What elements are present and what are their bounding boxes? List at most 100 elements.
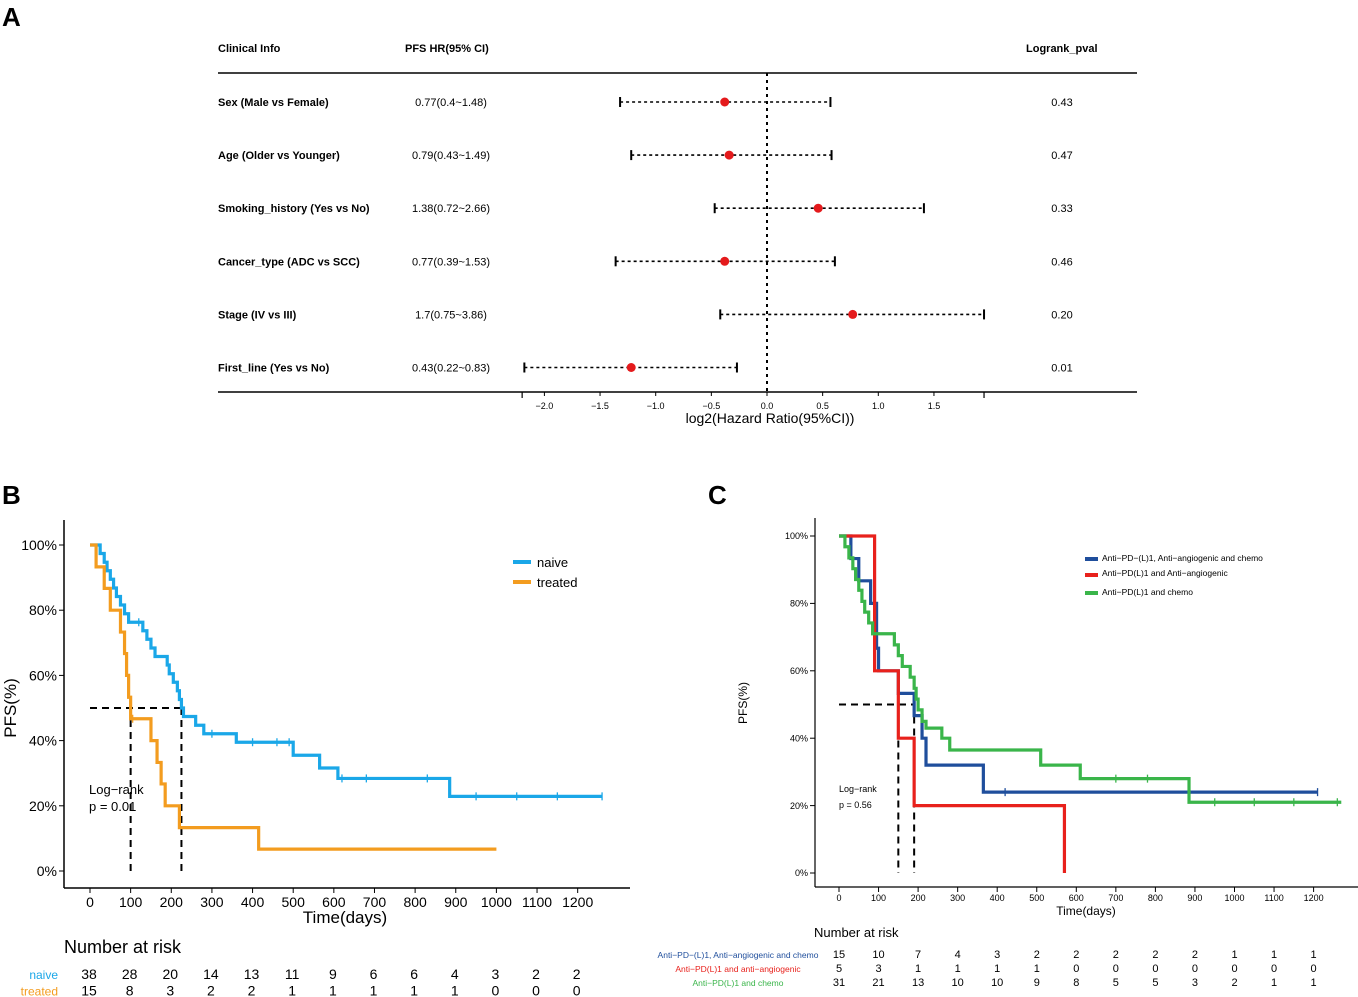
x-tick-label: 500 (282, 894, 306, 910)
b-x-axis-label: Time(days) (303, 908, 387, 927)
risk-count: 2 (248, 983, 256, 997)
risk-count: 0 (492, 983, 500, 997)
risk-count: 5 (1152, 977, 1158, 989)
b-legend-label-naive: naive (537, 555, 568, 570)
risk-count: 10 (872, 949, 884, 961)
risk-count: 2 (532, 966, 540, 982)
panel-label-b: B (2, 480, 21, 510)
x-tick-label: 600 (1069, 893, 1084, 903)
forest-x-axis-label: log2(Hazard Ratio(95%CI)) (686, 410, 855, 426)
risk-count: 0 (1311, 963, 1317, 975)
forest-axis-tick-label: 1.5 (928, 401, 941, 411)
risk-count: 1 (451, 983, 459, 997)
c-risk-table-title: Number at risk (814, 925, 899, 940)
risk-count: 1 (1311, 977, 1317, 989)
x-tick-label: 1100 (522, 894, 552, 910)
forest-header-pval: Logrank_pval (1026, 43, 1098, 55)
risk-count: 0 (1113, 963, 1119, 975)
c-legend: Anti−PD−(L)1, Anti−angiogenic and chemo … (1085, 553, 1263, 597)
forest-axis-tick-label: 0.0 (761, 401, 774, 411)
y-tick-label: 80% (29, 602, 57, 618)
km-curve (839, 534, 1318, 794)
x-tick-label: 700 (363, 894, 387, 910)
risk-row-label: Anti−PD(L)1 and anti−angiogenic (675, 964, 801, 974)
risk-count: 2 (1034, 949, 1040, 961)
km-curve (90, 543, 497, 851)
forest-axis-tick-label: −2.0 (536, 401, 554, 411)
risk-count: 5 (836, 963, 842, 975)
forest-row-label: Stage (IV vs III) (218, 309, 297, 321)
x-tick-label: 300 (950, 893, 965, 903)
x-tick-label: 1000 (1224, 893, 1244, 903)
risk-count: 7 (915, 949, 921, 961)
x-tick-label: 800 (1148, 893, 1163, 903)
risk-count: 9 (329, 966, 337, 982)
c-y-axis-label: PFS(%) (736, 682, 750, 724)
c-annotation-line1: Log−rank (839, 784, 877, 794)
risk-count: 8 (1073, 977, 1079, 989)
risk-count: 3 (875, 963, 881, 975)
forest-row-hr: 1.38(0.72~2.66) (412, 203, 490, 215)
forest-row-pval: 0.47 (1051, 150, 1072, 162)
x-tick-label: 1100 (1264, 893, 1283, 903)
x-tick-label: 200 (911, 893, 926, 903)
km-plot-c: 0%20%40%60%80%100%0 100 200 300 400 500 600 700… (658, 518, 1358, 989)
x-tick-label: 100 (119, 894, 143, 910)
risk-count: 0 (573, 983, 581, 997)
risk-count: 20 (162, 966, 178, 982)
risk-count: 3 (994, 949, 1000, 961)
risk-count: 3 (166, 983, 174, 997)
forest-point-estimate (848, 309, 858, 319)
forest-row-label: Cancer_type (ADC vs SCC) (218, 256, 360, 268)
km-plot-b: 0%20%40%60%80%100%0 100 200 300 400 500 600 700… (1, 520, 630, 997)
c-legend-label-3: Anti−PD(L)1 and chemo (1102, 587, 1193, 597)
risk-count: 4 (451, 966, 459, 982)
forest-row-label: Age (Older vs Younger) (218, 150, 340, 162)
y-tick-label: 20% (790, 801, 808, 811)
risk-count: 6 (410, 966, 418, 982)
x-tick-label: 0 (836, 893, 841, 903)
forest-point-estimate (813, 203, 823, 213)
y-tick-label: 40% (790, 733, 808, 743)
forest-row-pval: 0.01 (1051, 363, 1072, 375)
x-tick-label: 0 (86, 894, 94, 910)
x-tick-label: 900 (444, 894, 468, 910)
forest-header-clinical: Clinical Info (218, 43, 281, 55)
risk-count: 10 (991, 977, 1003, 989)
forest-row-hr: 0.77(0.39~1.53) (412, 256, 490, 268)
risk-count: 8 (126, 983, 134, 997)
b-legend: naive treated (513, 555, 577, 590)
risk-row-label: treated (21, 985, 58, 997)
risk-count: 1 (1034, 963, 1040, 975)
forest-row-pval: 0.20 (1051, 309, 1072, 321)
risk-count: 0 (532, 983, 540, 997)
risk-count: 0 (1152, 963, 1158, 975)
risk-count: 1 (288, 983, 296, 997)
risk-count: 1 (955, 963, 961, 975)
risk-count: 5 (1113, 977, 1119, 989)
risk-count: 2 (1231, 977, 1237, 989)
forest-row-hr: 0.79(0.43~1.49) (412, 150, 490, 162)
x-tick-label: 500 (1029, 893, 1044, 903)
risk-count: 2 (573, 966, 581, 982)
x-tick-label: 300 (200, 894, 224, 910)
b-annotation-line1: Log−rank (89, 782, 144, 797)
forest-axis-tick-label: −1.5 (591, 401, 609, 411)
risk-count: 1 (1231, 949, 1237, 961)
forest-axis-tick-label: −0.5 (702, 401, 720, 411)
forest-header-hr: PFS HR(95% CI) (405, 43, 489, 55)
forest-axis-tick-label: −1.0 (647, 401, 665, 411)
risk-count: 2 (1152, 949, 1158, 961)
panel-label-a: A (2, 2, 21, 32)
risk-count: 1 (1271, 977, 1277, 989)
risk-count: 2 (207, 983, 215, 997)
c-legend-label-2: Anti−PD(L)1 and Anti−angiogenic (1102, 568, 1228, 578)
km-curve (90, 543, 603, 798)
risk-row-label: Anti−PD(L)1 and chemo (693, 978, 784, 988)
forest-row-label: First_line (Yes vs No) (218, 363, 330, 375)
x-tick-label: 1200 (1304, 893, 1324, 903)
risk-count: 1 (994, 963, 1000, 975)
risk-count: 0 (1192, 963, 1198, 975)
risk-count: 3 (492, 966, 500, 982)
